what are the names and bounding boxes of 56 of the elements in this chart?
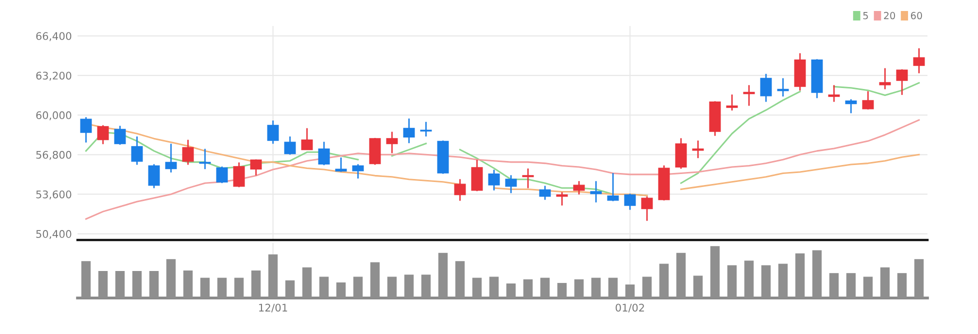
x-tick-label: 12/01 bbox=[259, 304, 288, 312]
candlestick bbox=[216, 166, 228, 184]
candlestick bbox=[284, 136, 296, 156]
candlestick bbox=[267, 120, 279, 144]
candlestick bbox=[828, 84, 840, 103]
candlestick bbox=[505, 174, 517, 194]
candlestick bbox=[403, 118, 415, 144]
candlestick bbox=[131, 136, 143, 166]
candlestick bbox=[335, 156, 347, 173]
candlestick bbox=[726, 94, 738, 112]
candlestick bbox=[420, 121, 432, 138]
legend-label: 60 bbox=[910, 12, 922, 20]
y-tick-label: 56,800 bbox=[36, 150, 72, 160]
candlestick bbox=[896, 68, 908, 96]
y-tick-label: 66,400 bbox=[36, 32, 72, 42]
x-tick-label: 01/02 bbox=[616, 304, 644, 312]
candlestick bbox=[692, 140, 704, 159]
candlestick bbox=[624, 193, 636, 211]
candlestick bbox=[607, 172, 619, 202]
candlestick bbox=[777, 78, 789, 98]
candlestick bbox=[675, 138, 687, 170]
candlestick bbox=[114, 125, 126, 146]
legend-label: 20 bbox=[884, 12, 896, 20]
candlestick bbox=[760, 73, 772, 103]
candlestick bbox=[250, 158, 262, 176]
candlestick bbox=[233, 162, 245, 188]
candlestick bbox=[573, 180, 585, 196]
candlestick bbox=[539, 185, 551, 200]
candlestick bbox=[165, 143, 177, 174]
candlestick bbox=[488, 169, 500, 192]
candlestick bbox=[471, 159, 483, 192]
candlestick bbox=[641, 196, 653, 222]
candlestick bbox=[199, 148, 211, 170]
candlestick bbox=[556, 191, 568, 206]
candlestick bbox=[522, 168, 534, 189]
candlestick bbox=[148, 163, 160, 189]
candlestick bbox=[386, 131, 398, 154]
candlestick bbox=[318, 141, 330, 166]
candlestick bbox=[590, 180, 602, 204]
candlestick bbox=[97, 124, 109, 145]
candlestick bbox=[301, 127, 313, 151]
y-tick-label: 60,000 bbox=[36, 111, 72, 120]
candlestick bbox=[182, 139, 194, 166]
candlestick bbox=[743, 84, 755, 106]
y-tick-label: 50,400 bbox=[36, 230, 72, 239]
candlestick bbox=[845, 98, 857, 114]
candlestick bbox=[352, 163, 364, 180]
line-series bbox=[85, 119, 920, 220]
candlestick bbox=[879, 67, 891, 90]
candlestick bbox=[913, 48, 925, 74]
legend-label: 5 bbox=[863, 12, 868, 20]
y-tick-label: 53,600 bbox=[36, 190, 72, 200]
candlestick bbox=[862, 90, 874, 110]
candlestick bbox=[80, 116, 92, 144]
y-tick-label: 63,200 bbox=[36, 72, 72, 81]
candlestick bbox=[454, 178, 466, 202]
